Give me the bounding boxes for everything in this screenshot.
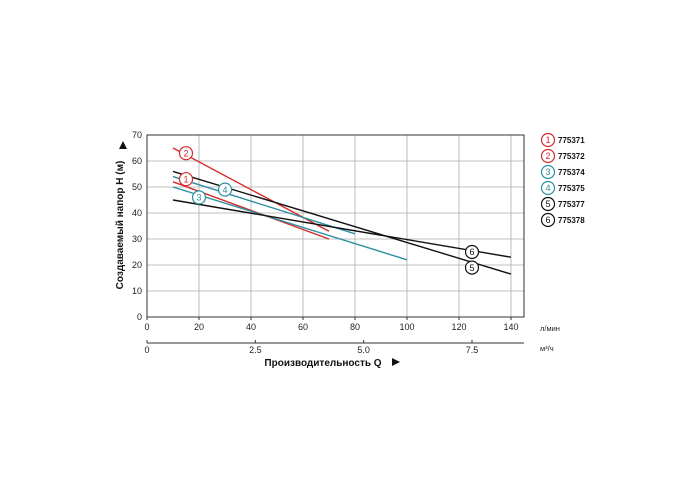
legend-badge-number: 1 [545,135,550,145]
x-tick-label: 100 [399,322,414,332]
x-axis-ticks-secondary: 0 2.5 5.0 7.5 [144,340,478,355]
x-tick-label: 0 [144,322,149,332]
plot-frame [146,134,525,318]
x-axis-ticks-primary: 0 20 40 60 80 100 120 140 [144,317,519,332]
x2-tick-label: 2.5 [249,345,262,355]
legend-badge-circle [540,148,556,164]
x2-tick-label: 5.0 [357,345,370,355]
grid [147,135,524,317]
legend-badge-number: 4 [545,183,550,193]
legend-item-775378: 6 775378 [540,212,585,228]
x-axis-title-group: Производительность Q [264,358,400,369]
legend: 1 775371 2 775372 3 775374 4 775375 5 775377 6 7753… [540,132,585,228]
curve-badge-number: 5 [469,263,474,273]
y-axis-ticks: 0 10 20 30 40 50 60 70 [132,130,142,322]
curve-badge-number: 6 [469,247,474,257]
curve-badge-circle [464,244,480,260]
curve-badge-circle [178,146,194,161]
curve-775374 [172,186,408,261]
y-tick-label: 40 [132,208,142,218]
legend-item-775374: 3 775374 [540,164,585,180]
curve-775375 [172,175,356,235]
x-unit-secondary: м³/ч [540,344,554,353]
y-tick-label: 30 [132,234,142,244]
legend-badge-number: 5 [545,199,550,209]
x-tick-label: 40 [246,322,256,332]
legend-item-775375: 4 775375 [540,180,585,196]
y-tick-label: 60 [132,156,142,166]
curve-775378 [172,199,512,258]
legend-badge-circle [540,132,556,148]
legend-label: 775372 [558,152,585,161]
legend-label: 775378 [558,216,585,225]
y-tick-label: 50 [132,182,142,192]
legend-item-775377: 5 775377 [540,196,585,212]
curve-badge-number: 2 [183,148,188,158]
y-tick-label: 10 [132,286,142,296]
legend-label: 775374 [558,168,585,177]
curve-badge-number: 4 [222,185,227,195]
performance-curves [172,147,512,275]
x-tick-label: 120 [451,322,466,332]
x-tick-label: 140 [503,322,518,332]
curve-badge-circle [217,182,233,197]
y-axis-title-group: Создаваемый напор H (м) [115,141,127,289]
x-unit-primary: л/мин [540,324,560,333]
x-tick-label: 80 [350,322,360,332]
y-tick-label: 20 [132,260,142,270]
x2-tick-label: 7.5 [466,345,479,355]
y-tick-label: 0 [137,312,142,322]
curve-badge-circle [191,190,207,205]
legend-badge-number: 2 [545,151,550,161]
legend-label: 775371 [558,136,585,145]
x-tick-label: 60 [298,322,308,332]
legend-badge-circle [540,196,556,212]
x-axis-arrow-icon [392,358,400,366]
x-axis-title: Производительность Q [264,358,381,369]
y-axis-title: Создаваемый напор H (м) [115,161,126,290]
x-tick-label: 20 [194,322,204,332]
legend-badge-circle [540,212,556,228]
curve-badge-number: 3 [196,193,201,203]
curve-labels: 1 2 3 4 5 6 [178,146,480,275]
legend-badge-number: 3 [545,167,550,177]
legend-badge-circle [540,180,556,196]
legend-badge-circle [540,164,556,180]
curve-badge-circle [178,172,194,187]
curve-badge-number: 1 [183,174,188,184]
legend-item-775371: 1 775371 [540,132,585,148]
legend-label: 775375 [558,184,585,193]
y-axis-arrow-icon [119,141,127,149]
legend-badge-number: 6 [545,215,550,225]
x2-tick-label: 0 [144,345,149,355]
curve-badge-circle [464,260,480,275]
legend-label: 775377 [558,200,585,209]
legend-item-775372: 2 775372 [540,148,585,164]
y-tick-label: 70 [132,130,142,140]
